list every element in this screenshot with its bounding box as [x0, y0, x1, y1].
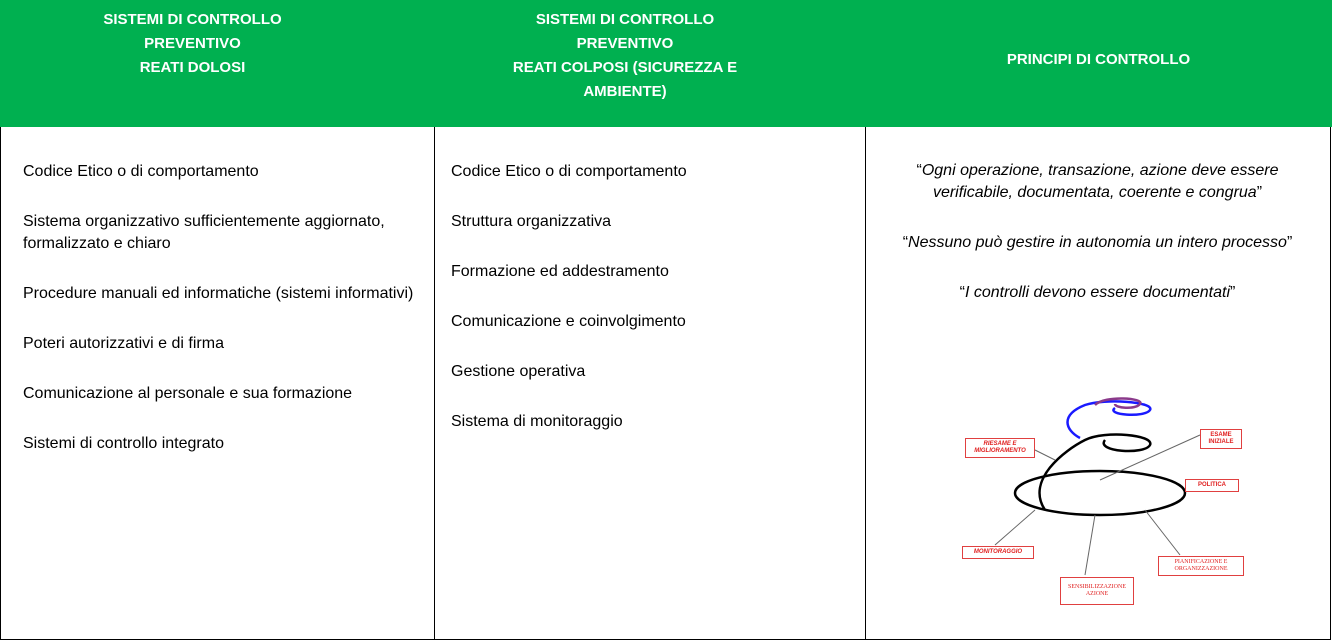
diagram-label: SENSIBILIZZAZIONE AZIONE	[1060, 577, 1134, 605]
quote-text: Ogni operazione, transazione, azione dev…	[921, 162, 1279, 201]
quote: “Ogni operazione, transazione, azione de…	[885, 160, 1310, 204]
header-line: SISTEMI DI CONTROLLO	[535, 11, 715, 28]
header-line: PREVENTIVO	[144, 35, 241, 52]
diagram-label: ESAME INIZIALE	[1200, 429, 1242, 449]
header-line: SISTEMI DI CONTROLLO	[103, 11, 282, 28]
list-item: Codice Etico o di comportamento	[23, 163, 259, 180]
header-line: REATI DOLOSI	[139, 59, 246, 76]
quote-mark: ”	[1256, 184, 1263, 201]
list-item: Procedure manuali ed informatiche (siste…	[23, 285, 414, 302]
list-item: Comunicazione e coinvolgimento	[451, 313, 686, 330]
column: Codice Etico o di comportamento Struttura…	[434, 127, 866, 640]
header-line: REATI COLPOSI (SICUREZZA E AMBIENTE)	[512, 59, 738, 100]
list-item: Comunicazione al personale e sua formazi…	[23, 385, 353, 402]
quote-mark: “	[959, 284, 965, 301]
diagram-label: MONITORAGGIO	[962, 546, 1034, 559]
quote: “I controlli devono essere documentati”	[885, 282, 1310, 304]
list-item: Poteri autorizzativi e di firma	[23, 335, 224, 352]
list-item: Struttura organizzativa	[451, 213, 612, 230]
column: “Ogni operazione, transazione, azione de…	[865, 127, 1331, 640]
header-line: PREVENTIVO	[576, 35, 674, 52]
diagram-label: PIANIFICAZIONE E ORGANIZZAZIONE	[1158, 556, 1244, 576]
header-line: PRINCIPI DI CONTROLLO	[1006, 51, 1191, 68]
quote-mark: “	[916, 162, 922, 179]
list-item: Formazione ed addestramento	[451, 263, 669, 280]
diagram-label: POLITICA	[1185, 479, 1239, 492]
header-cell: SISTEMI DI CONTROLLO PREVENTIVO REATI COLP…	[435, 0, 865, 127]
quote-text: I controlli devono essere documentati	[964, 284, 1231, 301]
header-cell: PRINCIPI DI CONTROLLO	[865, 0, 1332, 127]
list-item: Sistemi di controllo integrato	[23, 435, 224, 452]
list-item: Sistema organizzativo sufficientemente a…	[23, 213, 385, 252]
quote-text: Nessuno può gestire in autonomia un inte…	[908, 234, 1287, 251]
cycle-diagram	[994, 397, 1201, 576]
column: Codice Etico o di comportamento Sistema o…	[0, 127, 435, 640]
quote: “Nessuno può gestire in autonomia un int…	[885, 232, 1310, 254]
diagram-label: RIESAME E MIGLIORAMENTO	[965, 438, 1035, 458]
list-item: Sistema di monitoraggio	[451, 413, 623, 430]
list-item: Gestione operativa	[451, 363, 586, 380]
quote-mark: ”	[1230, 284, 1236, 301]
list-item: Codice Etico o di comportamento	[451, 163, 687, 180]
quote-mark: ”	[1286, 234, 1293, 251]
header-cell: SISTEMI DI CONTROLLO PREVENTIVO REATI DOLO…	[0, 0, 435, 127]
quote-mark: “	[902, 234, 909, 251]
